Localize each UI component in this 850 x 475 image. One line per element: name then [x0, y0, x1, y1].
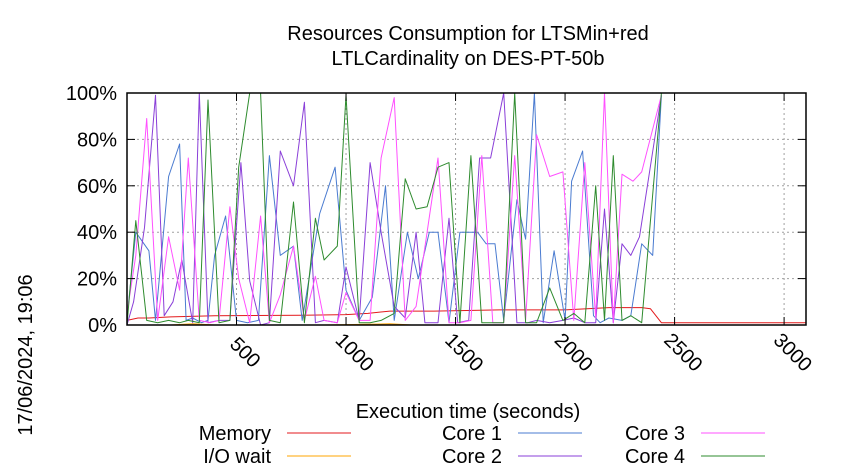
x-tick-label: 3000 [769, 329, 816, 376]
plot-frame [127, 93, 806, 325]
tick-layer: 0% 20% 40% 60% 80% 100% 500 1000 1500 2000 2500 300… [66, 83, 816, 376]
legend-label-i-o-wait: I/O wait [203, 446, 271, 468]
x-axis-label: Execution time (seconds) [356, 401, 581, 423]
x-tick-label: 500 [225, 333, 264, 372]
grid-layer [127, 93, 806, 325]
legend-label-core-2: Core 2 [442, 446, 502, 468]
legend-label-memory: Memory [199, 423, 271, 445]
chart-title-line1: Resources Consumption for LTSMin+red [287, 23, 648, 45]
y-tick-label: 40% [77, 222, 117, 244]
y-tick-label: 0% [88, 315, 117, 337]
series-layer [127, 93, 806, 325]
series-line-core-4 [127, 93, 806, 325]
y-tick-label: 20% [77, 269, 117, 291]
x-tick-label: 2000 [550, 329, 597, 376]
x-tick-label: 1000 [331, 329, 378, 376]
legend-label-core-1: Core 1 [442, 423, 502, 445]
y-tick-label: 100% [66, 83, 117, 105]
x-tick-label: 1500 [440, 329, 487, 376]
legend-label-core-3: Core 3 [625, 423, 685, 445]
x-tick-label: 2500 [659, 329, 706, 376]
legend-label-core-4: Core 4 [625, 446, 685, 468]
y-tick-label: 60% [77, 176, 117, 198]
chart-title-line2: LTLCardinality on DES-PT-50b [331, 48, 604, 70]
y-tick-label: 80% [77, 129, 117, 151]
timestamp-label: 17/06/2024, 19:06 [15, 274, 37, 435]
